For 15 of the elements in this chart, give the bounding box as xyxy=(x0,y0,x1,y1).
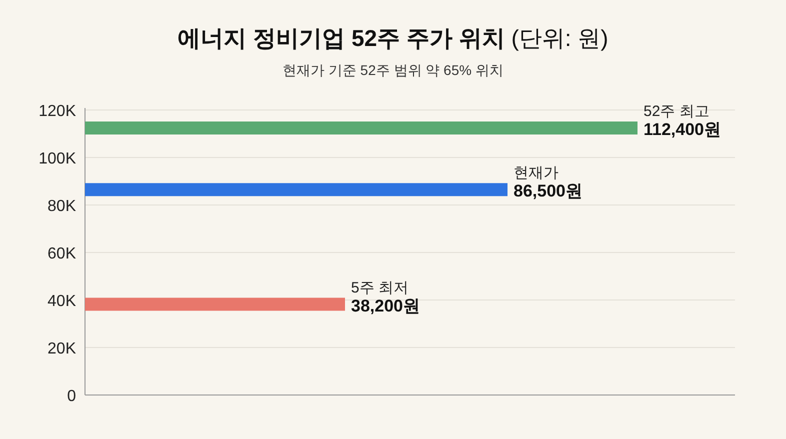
series-label: 현재가 xyxy=(514,164,558,182)
y-tick-label: 60K xyxy=(48,246,76,262)
y-tick-label: 100K xyxy=(38,150,76,168)
y-tick-label: 80K xyxy=(48,198,76,215)
y-tick-label: 40K xyxy=(48,293,76,310)
data-label: 86,500원 xyxy=(514,182,582,201)
chart-title: 에너지 정비기업 52주 주가 위치 (단위: 원) xyxy=(178,25,608,51)
y-tick-label: 20K xyxy=(48,340,76,358)
data-label: 112,400원 xyxy=(644,120,722,140)
series-label: 52주 최고 xyxy=(644,103,710,120)
series-label: 5주 최저 xyxy=(351,279,409,296)
y-tick-label: 0 xyxy=(67,388,76,405)
data-label: 38,200원 xyxy=(351,296,420,316)
y-tick-label: 120K xyxy=(38,103,76,120)
chart-subtitle: 현재가 기준 52주 범위 약 65% 위치 xyxy=(282,62,504,78)
